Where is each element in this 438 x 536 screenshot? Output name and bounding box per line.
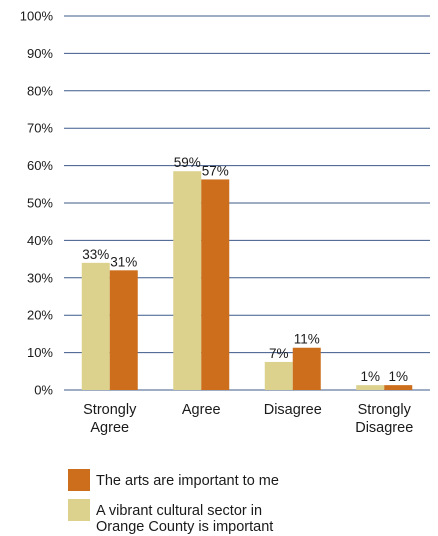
bar xyxy=(264,361,293,390)
bars xyxy=(81,171,413,390)
x-axis-category-labels: Strongly Agree Agree Disagree Strongly Disagr… xyxy=(83,402,413,436)
y-tick-label: 100% xyxy=(20,9,54,24)
x-category-label: Disagree xyxy=(264,402,322,418)
legend-swatch xyxy=(68,469,90,491)
y-tick-label: 90% xyxy=(27,46,53,61)
bar xyxy=(81,262,110,390)
x-category-label-line: Disagree xyxy=(264,402,322,418)
bar xyxy=(292,347,321,390)
y-tick-label: 20% xyxy=(27,308,53,323)
x-category-label-line: Agree xyxy=(182,402,221,418)
data-label: 1% xyxy=(360,369,380,384)
data-label: 7% xyxy=(269,346,289,361)
bar xyxy=(109,270,138,390)
x-category-label-line: Strongly xyxy=(83,402,137,418)
data-label: 33% xyxy=(82,247,109,262)
y-tick-label: 10% xyxy=(27,345,53,360)
y-tick-label: 70% xyxy=(27,121,53,136)
legend-label-line: A vibrant cultural sector in xyxy=(96,503,262,519)
legend: The arts are important to me A vibrant cu… xyxy=(68,469,279,535)
y-tick-label: 50% xyxy=(27,196,53,211)
bar xyxy=(356,385,385,390)
x-category-label-line: Disagree xyxy=(355,420,413,436)
data-labels: 33% 31% 59%57% 7% 11% 1% 1% xyxy=(82,155,408,384)
data-label: 59% xyxy=(174,155,201,170)
x-category-label-line: Strongly xyxy=(358,402,412,418)
legend-swatch xyxy=(68,499,90,521)
bar xyxy=(201,179,230,390)
x-category-label: Strongly Disagree xyxy=(355,402,413,436)
bar xyxy=(384,385,413,390)
bar xyxy=(173,171,202,390)
y-tick-label: 30% xyxy=(27,270,53,285)
data-label: 31% xyxy=(110,254,137,269)
data-label: 57% xyxy=(202,163,229,178)
y-axis-tick-labels: 0% 10% 20% 30% 40% 50% 60% 70% 80% 90% 100% xyxy=(20,9,54,398)
y-tick-label: 0% xyxy=(34,383,53,398)
x-category-label: Strongly Agree xyxy=(83,402,137,436)
data-label: 11% xyxy=(294,332,320,347)
legend-label: A vibrant cultural sector in Orange Count… xyxy=(96,503,273,535)
legend-label: The arts are important to me xyxy=(96,473,279,489)
legend-label-line: The arts are important to me xyxy=(96,473,279,489)
x-category-label: Agree xyxy=(182,402,221,418)
y-tick-label: 80% xyxy=(27,83,53,98)
x-category-label-line: Agree xyxy=(90,420,129,436)
y-tick-label: 40% xyxy=(27,233,53,248)
y-tick-label: 60% xyxy=(27,158,53,173)
data-label: 1% xyxy=(388,369,408,384)
legend-label-line: Orange County is important xyxy=(96,519,273,535)
